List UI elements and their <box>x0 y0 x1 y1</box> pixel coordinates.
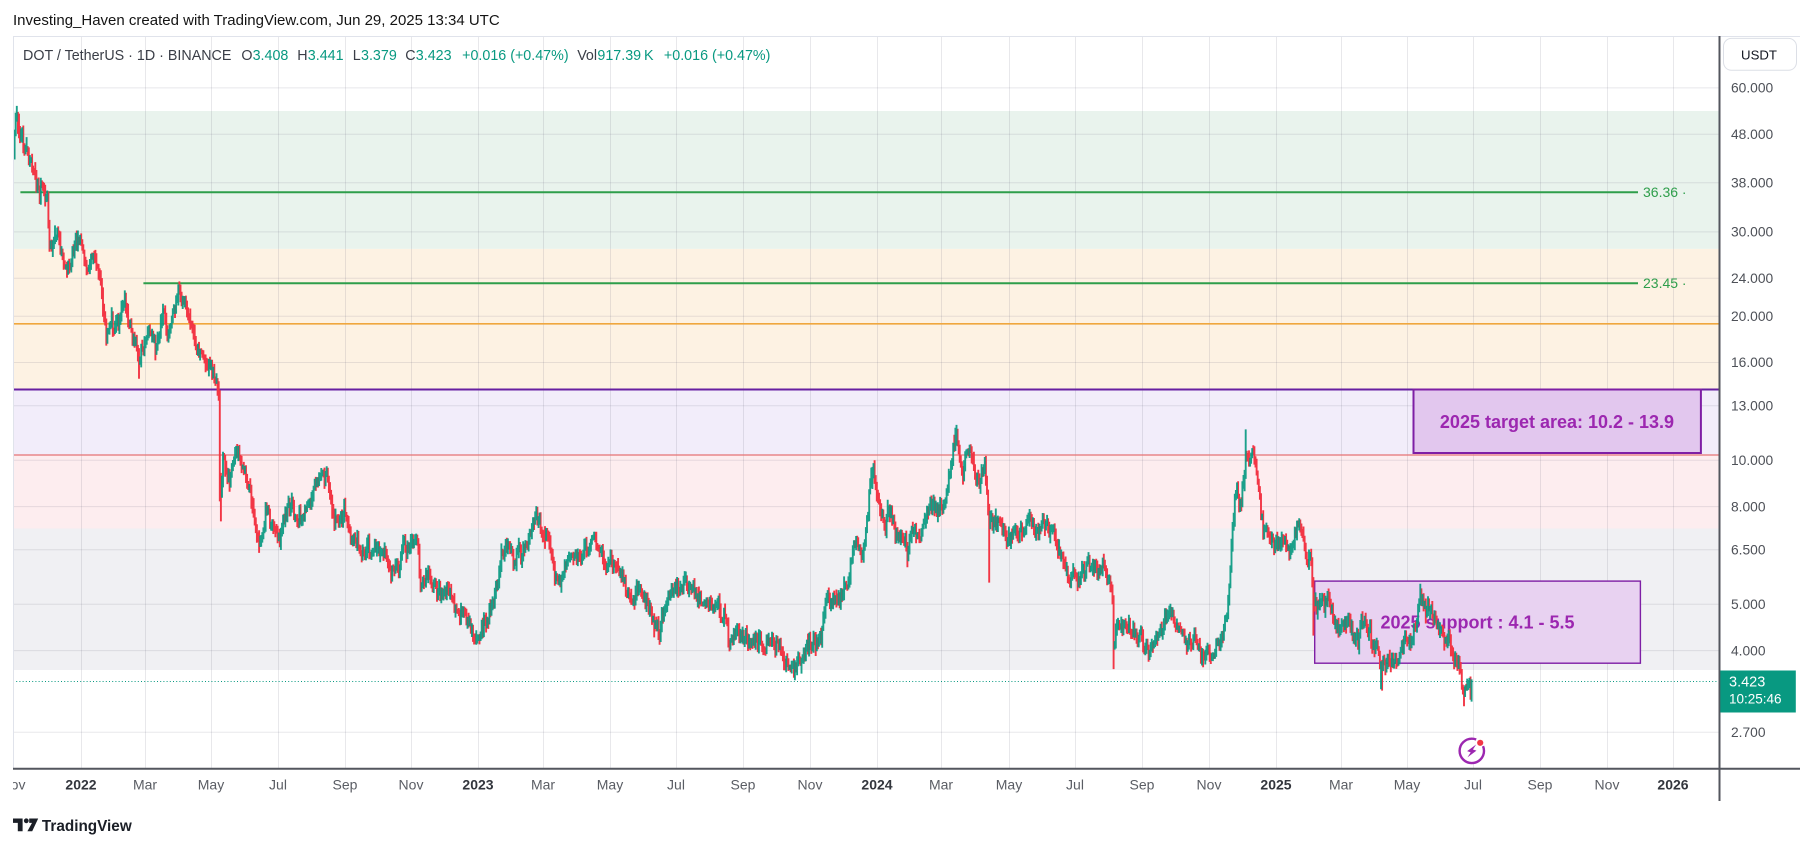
svg-text:Nov: Nov <box>798 777 823 793</box>
svg-text:2023: 2023 <box>462 777 493 793</box>
svg-text:H: H <box>297 48 307 64</box>
svg-text:3.379: 3.379 <box>361 48 397 64</box>
svg-text:May: May <box>1394 777 1420 793</box>
svg-text:3.423: 3.423 <box>416 48 452 64</box>
svg-text:USDT: USDT <box>1741 48 1777 63</box>
svg-text:30.000: 30.000 <box>1731 225 1774 240</box>
svg-text:10:25:46: 10:25:46 <box>1729 692 1782 707</box>
svg-text:36.36 ·: 36.36 · <box>1643 184 1687 200</box>
svg-text:L: L <box>353 48 361 64</box>
svg-text:24.000: 24.000 <box>1731 271 1774 286</box>
svg-text:38.000: 38.000 <box>1731 176 1774 191</box>
svg-text:4.000: 4.000 <box>1731 643 1766 658</box>
svg-text:Sep: Sep <box>333 777 358 793</box>
svg-text:Mar: Mar <box>531 777 555 793</box>
svg-text:Sep: Sep <box>1130 777 1155 793</box>
svg-text:3.423: 3.423 <box>1729 675 1765 691</box>
svg-text:23.45 ·: 23.45 · <box>1643 275 1687 291</box>
svg-text:Mar: Mar <box>929 777 953 793</box>
svg-text:917.39 K: 917.39 K <box>597 48 654 64</box>
svg-text:Jul: Jul <box>1464 777 1482 793</box>
svg-text:13.000: 13.000 <box>1731 398 1774 413</box>
svg-text:48.000: 48.000 <box>1731 127 1774 142</box>
svg-text:2024: 2024 <box>861 777 892 793</box>
svg-text:2025: 2025 <box>1260 777 1291 793</box>
svg-text:May: May <box>198 777 224 793</box>
svg-text:Nov: Nov <box>13 777 25 793</box>
svg-text:2022: 2022 <box>65 777 96 793</box>
svg-text:5.000: 5.000 <box>1731 597 1766 612</box>
svg-text:8.000: 8.000 <box>1731 499 1766 514</box>
svg-text:TradingView: TradingView <box>42 818 132 835</box>
svg-text:Mar: Mar <box>1329 777 1353 793</box>
svg-text:Nov: Nov <box>1197 777 1222 793</box>
svg-text:Jul: Jul <box>269 777 287 793</box>
svg-text:Nov: Nov <box>1595 777 1620 793</box>
svg-text:2.700: 2.700 <box>1731 725 1766 740</box>
svg-text:Vol: Vol <box>577 48 597 64</box>
svg-text:May: May <box>996 777 1022 793</box>
svg-text:+0.016 (+0.47%): +0.016 (+0.47%) <box>664 48 771 64</box>
svg-text:16.000: 16.000 <box>1731 355 1774 370</box>
svg-text:2025 support : 4.1 - 5.5: 2025 support : 4.1 - 5.5 <box>1380 613 1574 633</box>
svg-text:2025 target area: 10.2 - 13.9: 2025 target area: 10.2 - 13.9 <box>1440 412 1674 432</box>
svg-text:Mar: Mar <box>133 777 157 793</box>
svg-text:Sep: Sep <box>731 777 756 793</box>
svg-text:3.408: 3.408 <box>253 48 289 64</box>
svg-text:20.000: 20.000 <box>1731 309 1774 324</box>
svg-text:3.441: 3.441 <box>308 48 344 64</box>
svg-text:May: May <box>597 777 623 793</box>
svg-text:O: O <box>241 48 252 64</box>
svg-text:DOT / TetherUS · 1D · BINANCE: DOT / TetherUS · 1D · BINANCE <box>23 48 231 64</box>
svg-text:6.500: 6.500 <box>1731 542 1766 557</box>
svg-text:10.000: 10.000 <box>1731 453 1774 468</box>
svg-text:Jul: Jul <box>1066 777 1084 793</box>
svg-text:Jul: Jul <box>667 777 685 793</box>
svg-text:+0.016 (+0.47%): +0.016 (+0.47%) <box>462 48 569 64</box>
svg-text:60.000: 60.000 <box>1731 81 1774 96</box>
svg-text:Sep: Sep <box>1528 777 1553 793</box>
svg-text:Nov: Nov <box>399 777 424 793</box>
svg-text:C: C <box>405 48 415 64</box>
svg-text:2026: 2026 <box>1657 777 1688 793</box>
